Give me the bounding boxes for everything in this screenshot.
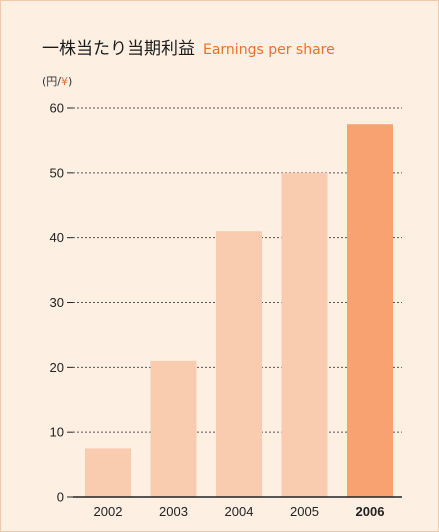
- unit-suffix: ): [68, 75, 73, 88]
- y-tick-label-0: 0: [57, 490, 64, 505]
- y-axis-unit-label: (円/¥): [42, 73, 72, 89]
- bar-2005: [281, 172, 328, 498]
- bar-2006: [347, 124, 393, 497]
- chart-title-english: Earnings per share: [203, 42, 335, 58]
- bar-2003: [150, 360, 197, 497]
- unit-yen-symbol: ¥: [61, 75, 68, 88]
- x-tick-label-2005: 2005: [290, 504, 319, 519]
- unit-prefix: (円/: [42, 75, 61, 88]
- x-tick-label-2004: 2004: [225, 504, 254, 519]
- y-tick-label-20: 20: [50, 360, 64, 375]
- y-tick-label-40: 40: [50, 230, 64, 245]
- chart-title-japanese: 一株当たり当期利益: [42, 39, 195, 59]
- bar-2002: [85, 448, 131, 497]
- chart-title: 一株当たり当期利益 Earnings per share: [42, 34, 335, 59]
- x-tick-label-2003: 2003: [159, 504, 188, 519]
- x-tick-label-2006: 2006: [356, 504, 385, 519]
- y-tick-label-60: 60: [50, 101, 64, 116]
- y-tick-label-50: 50: [50, 165, 64, 180]
- y-tick-label-30: 30: [50, 295, 64, 310]
- bar-2004: [216, 231, 262, 497]
- y-tick-label-10: 10: [50, 425, 64, 440]
- x-tick-label-2002: 2002: [94, 504, 123, 519]
